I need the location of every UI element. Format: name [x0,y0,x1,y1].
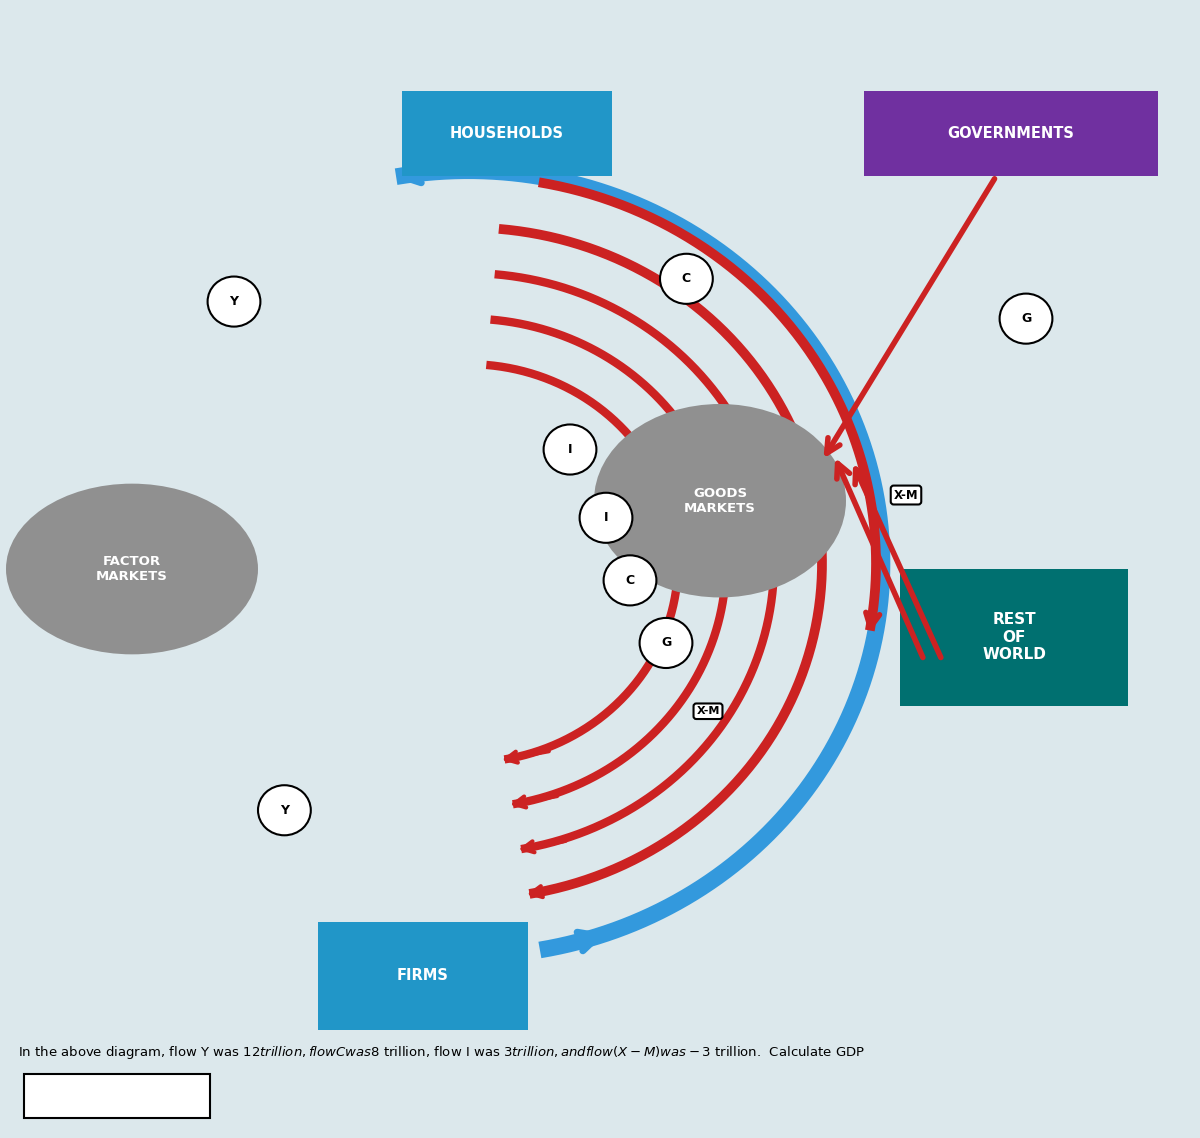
Text: C: C [625,574,635,587]
Text: C: C [682,272,691,286]
Circle shape [208,277,260,327]
Text: GOODS
MARKETS: GOODS MARKETS [684,487,756,514]
Text: REST
OF
WORLD: REST OF WORLD [982,612,1046,662]
Text: X-M: X-M [696,707,720,716]
Text: I: I [568,443,572,456]
Circle shape [258,785,311,835]
Ellipse shape [6,484,258,654]
Text: FIRMS: FIRMS [397,968,449,983]
Ellipse shape [594,404,846,597]
FancyBboxPatch shape [24,1074,210,1118]
Text: Y: Y [229,295,239,308]
Text: I: I [604,511,608,525]
Text: FACTOR
MARKETS: FACTOR MARKETS [96,555,168,583]
Text: G: G [661,636,671,650]
Text: G: G [1021,312,1031,325]
Circle shape [1000,294,1052,344]
Circle shape [660,254,713,304]
FancyBboxPatch shape [402,91,612,176]
FancyBboxPatch shape [900,569,1128,706]
Text: HOUSEHOLDS: HOUSEHOLDS [450,126,564,141]
Circle shape [580,493,632,543]
Circle shape [544,424,596,475]
Text: X-M: X-M [894,488,918,502]
Circle shape [604,555,656,605]
Text: In the above diagram, flow Y was $12 trillion, flow C was $8 trillion, flow I wa: In the above diagram, flow Y was $12 tri… [18,1044,865,1061]
FancyBboxPatch shape [864,91,1158,176]
Circle shape [640,618,692,668]
Text: GOVERNMENTS: GOVERNMENTS [948,126,1074,141]
Text: Y: Y [280,803,289,817]
FancyBboxPatch shape [318,922,528,1030]
